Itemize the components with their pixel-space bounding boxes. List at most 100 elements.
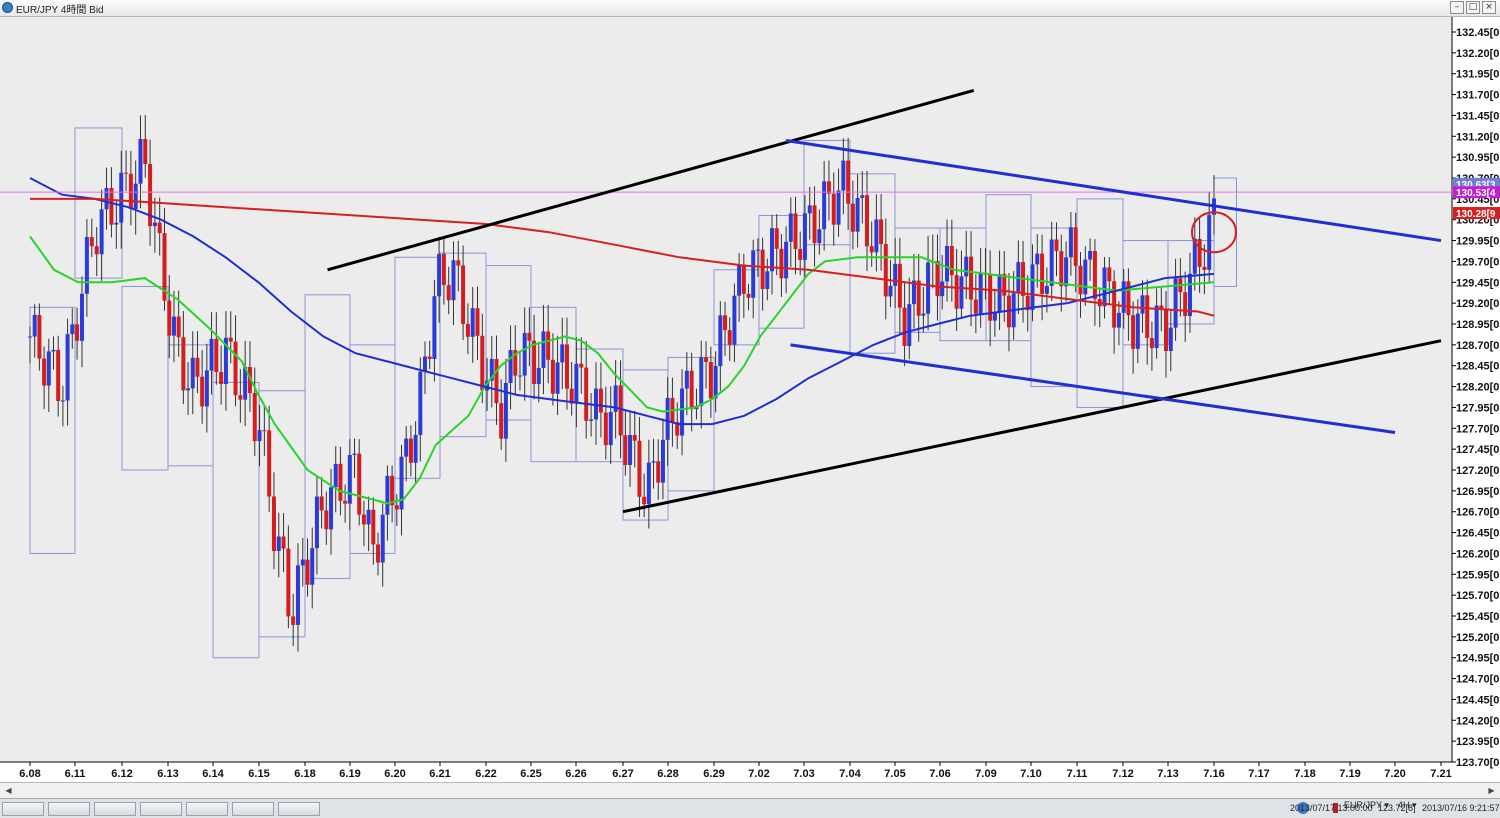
candle-body [774,228,779,249]
y-tick-label: 125.45[0 [1456,611,1499,623]
x-tick-label: 7.18 [1294,768,1315,780]
candle-body [267,430,272,497]
candle-body [209,338,214,371]
candle-body [376,544,381,563]
x-tick-label: 7.09 [975,768,996,780]
timeframe-value: 4H [1398,800,1410,810]
candle-body [836,190,841,225]
candle-body [300,559,305,566]
y-tick-label: 131.45[0 [1456,110,1499,122]
timeframe-dropdown[interactable]: 4H ▾ [1398,800,1417,811]
candle-body [755,249,760,251]
window-titlebar[interactable]: EUR/JPY 4時間 Bid – □ × [0,0,1500,17]
symbol-value: EUR/JPY [1344,800,1382,810]
x-tick-label: 6.22 [475,768,496,780]
candle-body [940,281,945,297]
candle-body [1159,305,1164,310]
candle-body [446,285,451,301]
x-tick-label: 7.21 [1430,768,1451,780]
candle-body [574,363,579,404]
taskbar-app-5-icon[interactable] [186,802,228,816]
x-tick-label: 7.20 [1384,768,1405,780]
candle-body [1183,292,1188,316]
app-globe-icon [2,2,13,13]
candle-body [413,434,418,463]
candle-body [855,197,860,232]
candle-body [190,357,195,389]
y-tick-label: 127.70[0 [1456,423,1499,435]
y-tick-label: 129.45[0 [1456,277,1499,289]
close-icon[interactable]: × [1482,1,1496,14]
candle-body [632,435,637,441]
taskbar-app-1-icon[interactable] [2,802,44,816]
taskbar-app-3-icon[interactable] [94,802,136,816]
candle-body [555,362,560,394]
candle-body [404,438,409,457]
taskbar-app-4-icon[interactable] [140,802,182,816]
candle-body [408,438,413,463]
symbol-dropdown[interactable]: EUR/JPY ▾ [1344,800,1389,811]
x-tick-label: 6.14 [202,768,224,780]
price-chart[interactable]: 132.45[0 132.20[0 131.95[0 131.70[0 131.45[0… [0,17,1500,782]
taskbar-app-6-icon[interactable] [232,802,274,816]
candle-body [589,419,594,421]
trendline [785,138,1442,243]
candle-body [1049,239,1054,286]
candle-body [618,385,623,436]
candle-body [399,456,404,510]
candle-body [921,313,926,316]
candle-body [513,350,518,376]
candle-body [1207,214,1212,270]
taskbar-app-2-icon[interactable] [48,802,90,816]
candle-body [247,366,252,394]
chart-canvas[interactable]: 132.45[0 132.20[0 131.95[0 131.70[0 131.45[0… [0,17,1500,782]
chevron-down-icon: ▾ [1412,800,1417,810]
y-tick-label: 127.45[0 [1456,444,1499,456]
candle-body [945,245,950,282]
candle-body [347,454,352,504]
candle-body [1149,338,1154,349]
x-tick-label: 6.20 [384,768,405,780]
candle-body [718,315,723,367]
x-tick-label: 7.11 [1067,768,1088,780]
candle-body [252,393,257,442]
y-tick-label: 124.70[0 [1456,674,1499,686]
y-tick-label: 124.95[0 [1456,653,1499,665]
candle-body [689,370,694,410]
pointer-icon[interactable] [1333,803,1338,813]
minimize-icon[interactable]: – [1450,1,1464,14]
x-tick-label: 6.13 [157,768,178,780]
candle-body [60,400,65,402]
candle-body [541,331,546,368]
candle-body [1168,327,1173,351]
candle-body [418,371,423,435]
y-tick-label: 126.95[0 [1456,486,1499,498]
x-tick-label: 6.12 [111,768,132,780]
x-tick-label: 7.03 [793,768,814,780]
taskbar-app-7-icon[interactable] [278,802,320,816]
price-label: 130.63[3 [1456,180,1496,191]
globe-icon[interactable] [1297,802,1309,814]
candle-body [874,219,879,253]
candle-body [642,496,647,505]
window-title: EUR/JPY 4時間 Bid [16,5,104,16]
candle-body [1044,285,1049,294]
candle-body [751,250,756,298]
chart-scrollbar[interactable]: ◀ ▶ [0,782,1500,798]
candle-body [1107,267,1112,282]
candle-body [765,271,770,290]
candle-body [361,514,366,525]
candle-body [708,361,713,399]
candle-body [75,324,80,341]
y-tick-label: 124.45[0 [1456,694,1499,706]
maximize-icon[interactable]: □ [1466,1,1480,14]
candle-body [1154,305,1159,349]
candle-body [162,233,167,301]
candle-body [907,304,912,347]
candle-body [831,193,836,225]
candle-body [770,228,775,272]
y-tick-label: 124.20[0 [1456,715,1499,727]
scroll-left-icon[interactable]: ◀ [5,786,12,795]
candle-body [219,372,224,384]
scroll-right-icon[interactable]: ▶ [1488,786,1495,795]
